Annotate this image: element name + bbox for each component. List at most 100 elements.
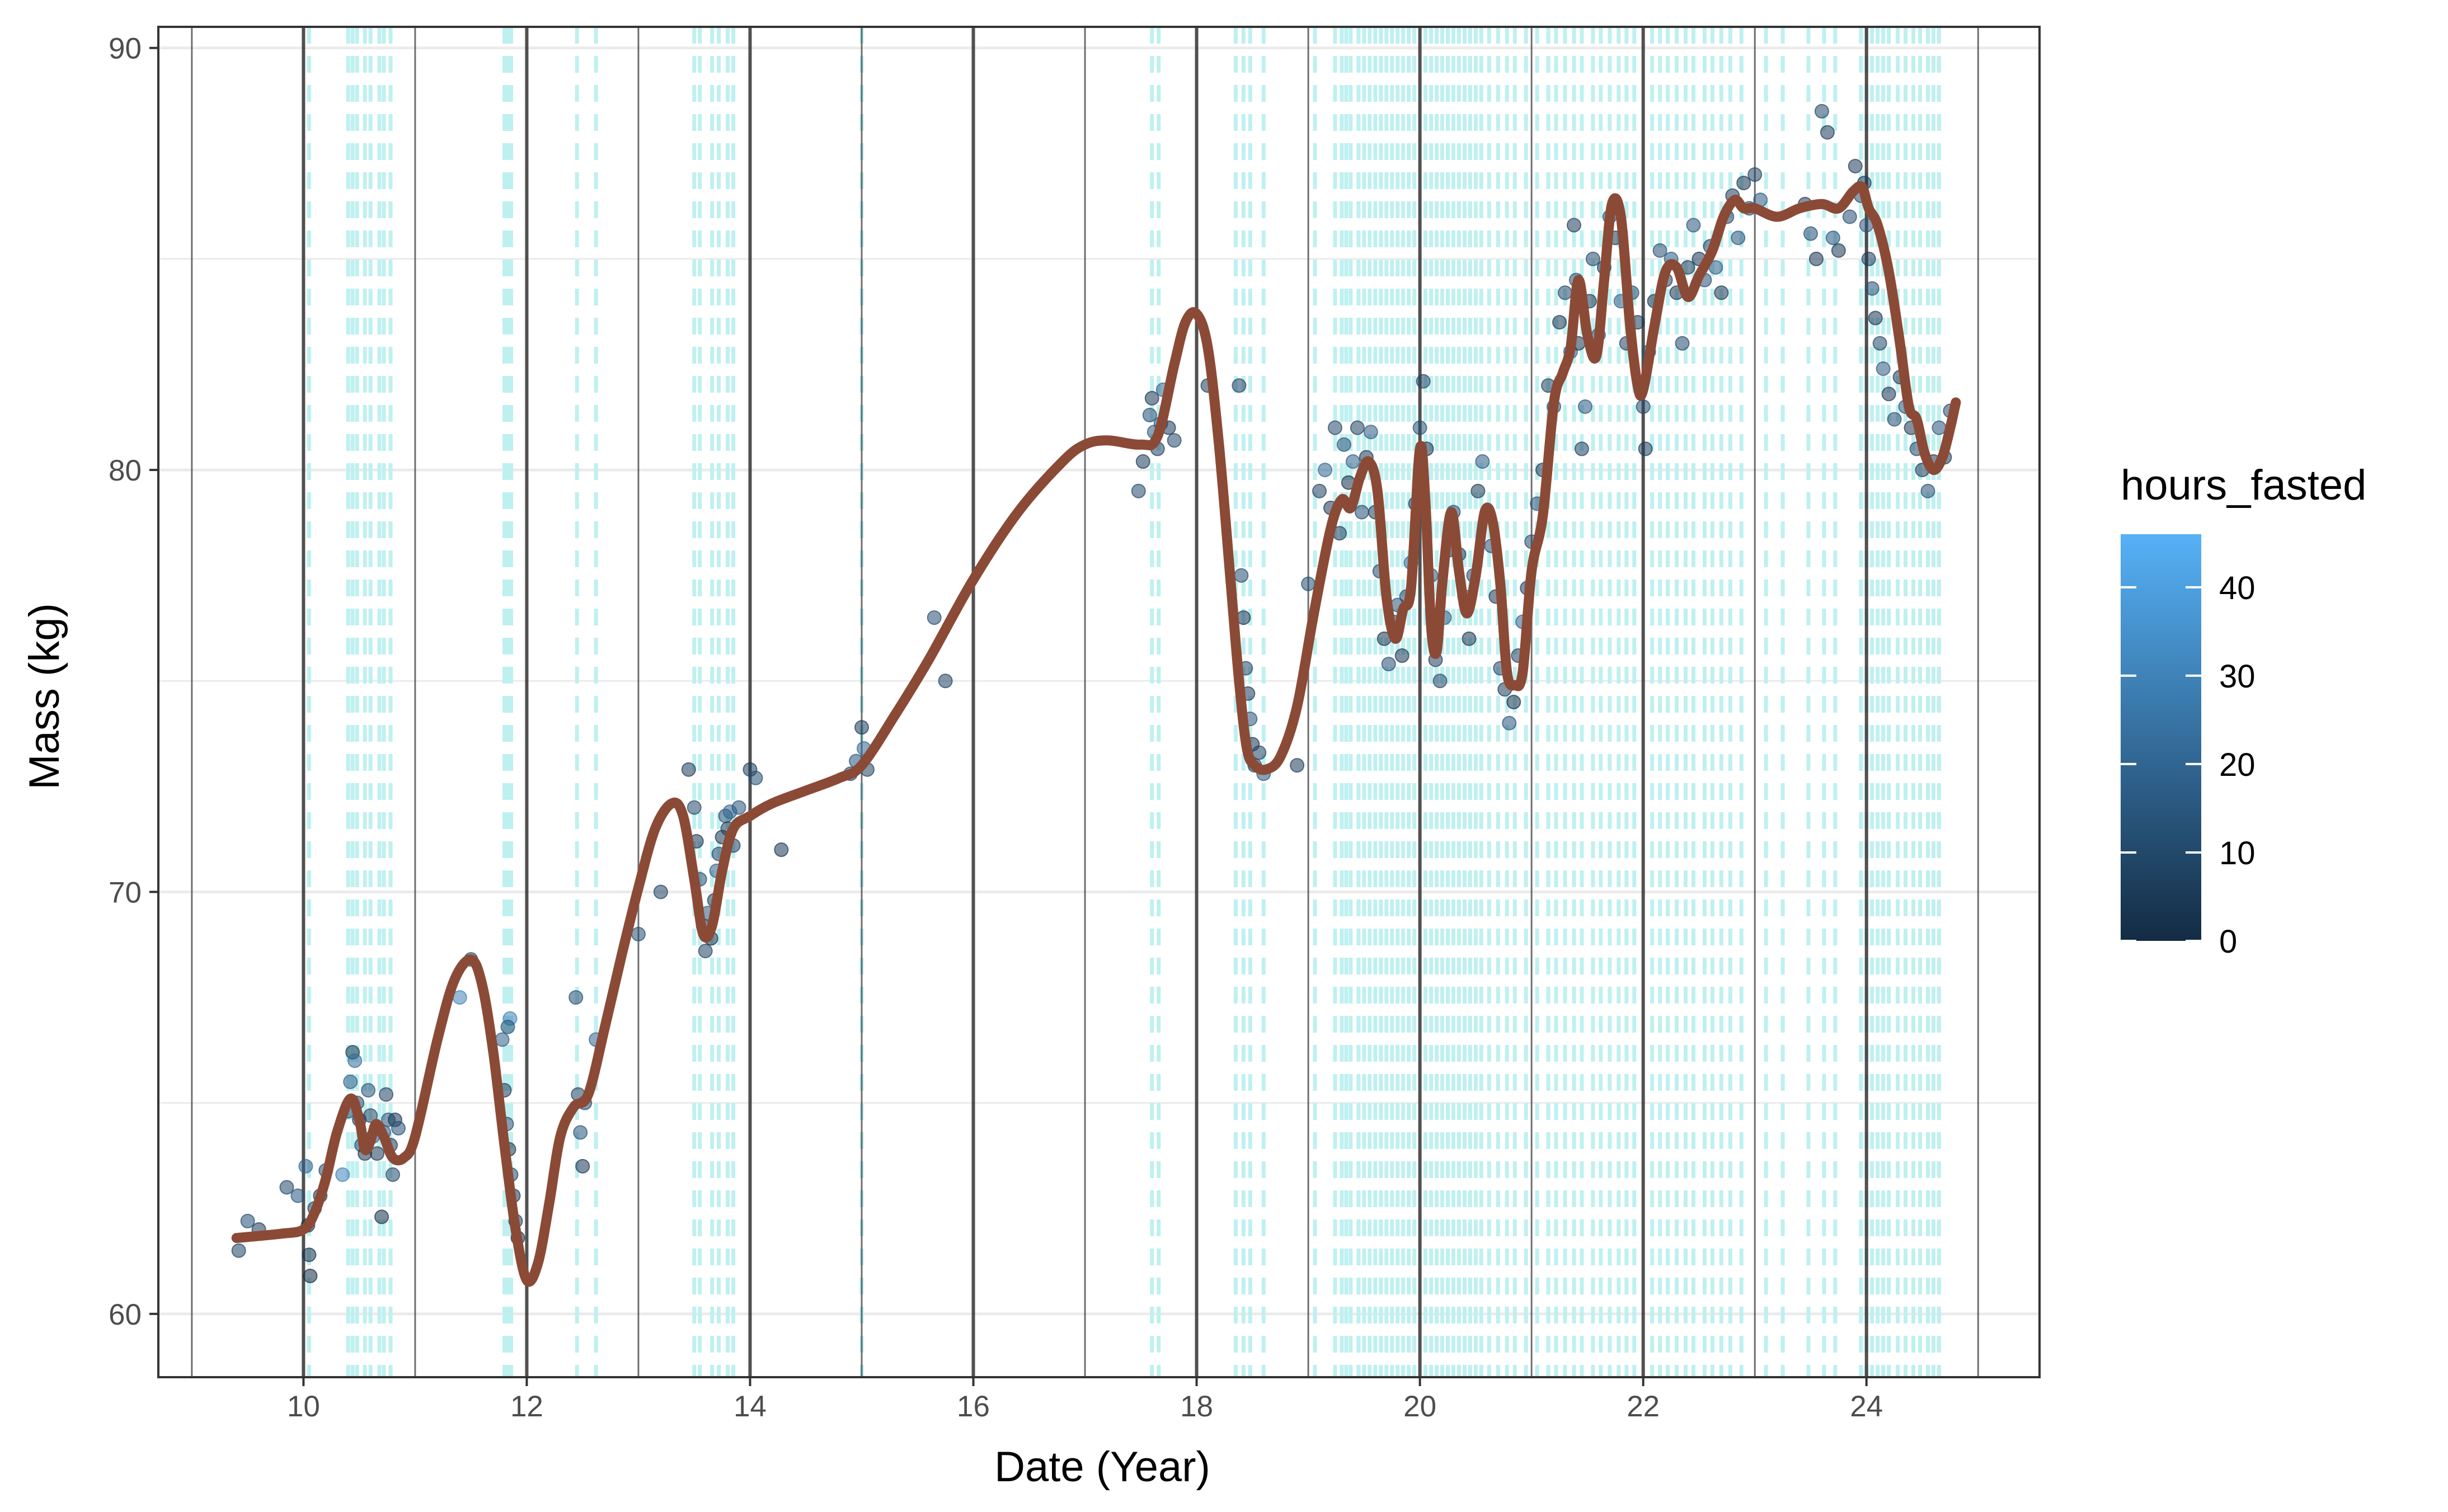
y-tick-label: 70 [109, 876, 142, 909]
data-point [1144, 390, 1159, 406]
data-point [1232, 378, 1247, 393]
legend: hours_fasted 0 10 20 30 40 [2121, 461, 2366, 960]
data-point [854, 720, 870, 735]
data-point [1932, 420, 1947, 435]
x-tick-label: 18 [1180, 1390, 1213, 1423]
data-point [1167, 433, 1182, 448]
data-point [1636, 399, 1651, 414]
y-tick-label: 90 [109, 32, 142, 65]
data-point [279, 1180, 294, 1195]
data-point [1558, 285, 1573, 300]
data-point [927, 610, 942, 625]
y-axis-title: Mass (kg) [21, 603, 68, 790]
data-point [1502, 715, 1517, 731]
legend-tick-label: 30 [2219, 658, 2256, 695]
data-point [1290, 758, 1305, 773]
data-point [347, 1053, 363, 1068]
legend-title: hours_fasted [2121, 461, 2366, 509]
data-point [343, 1074, 358, 1089]
data-point [1381, 657, 1396, 672]
legend-tick-label: 40 [2219, 570, 2256, 606]
x-tick-label: 16 [957, 1390, 990, 1423]
legend-tick-label: 0 [2219, 924, 2237, 960]
data-point [1585, 251, 1600, 266]
data-point [1820, 125, 1835, 140]
data-point [1714, 285, 1729, 300]
data-point [1345, 454, 1360, 469]
data-point [687, 800, 702, 815]
data-point [1814, 103, 1829, 119]
data-point [361, 1083, 376, 1098]
legend-colorbar [2121, 534, 2201, 941]
data-point [631, 926, 646, 941]
y-tick-label: 80 [109, 454, 142, 487]
data-point [575, 1158, 590, 1174]
data-point [1887, 412, 1902, 427]
data-point [1416, 374, 1431, 389]
data-point [1577, 399, 1592, 414]
data-point [1470, 483, 1486, 498]
data-point [1432, 673, 1448, 689]
data-point [681, 762, 696, 777]
data-point [1574, 441, 1589, 456]
data-point [1475, 454, 1490, 469]
data-point [1747, 167, 1763, 182]
x-tick-label: 24 [1850, 1390, 1883, 1423]
data-point [374, 1209, 389, 1224]
data-point [240, 1213, 255, 1228]
data-point [1861, 251, 1876, 266]
data-point [1552, 315, 1567, 330]
data-point [1312, 483, 1327, 498]
smooth-line [231, 181, 1961, 1287]
data-point [1864, 281, 1880, 296]
data-point [290, 1188, 306, 1203]
data-point [1686, 218, 1701, 233]
data-point [731, 800, 746, 815]
data-point [938, 673, 953, 689]
data-point [1736, 176, 1751, 191]
data-point [1881, 387, 1896, 402]
data-point [1301, 576, 1316, 591]
y-axis: 60 70 80 90 [109, 32, 158, 1331]
data-point [1868, 310, 1883, 326]
data-point [1652, 243, 1667, 258]
data-point [573, 1125, 588, 1140]
data-point [1876, 361, 1891, 376]
x-axis: 10 12 14 16 18 20 22 24 [287, 1377, 1883, 1423]
data-point [495, 1032, 510, 1047]
data-point [1831, 243, 1846, 258]
legend-ticks: 0 10 20 30 40 [2121, 570, 2256, 960]
data-point [1142, 408, 1157, 423]
data-point [370, 1146, 385, 1161]
data-point [1920, 483, 1935, 498]
data-point [1350, 420, 1365, 435]
x-tick-label: 10 [287, 1390, 320, 1423]
data-point [1135, 454, 1150, 469]
y-tick-label: 60 [109, 1298, 142, 1331]
data-point [1131, 483, 1146, 498]
data-point [1638, 441, 1653, 456]
data-point [298, 1158, 313, 1174]
x-tick-label: 20 [1403, 1390, 1436, 1423]
data-point [1803, 226, 1818, 241]
legend-tick-label: 10 [2219, 835, 2256, 872]
data-point [1462, 631, 1477, 646]
data-point [1354, 505, 1369, 520]
data-point [391, 1120, 406, 1136]
data-point [748, 770, 763, 785]
x-tick-label: 14 [734, 1390, 767, 1423]
data-point [1363, 425, 1378, 440]
data-point [303, 1268, 318, 1283]
data-point [1808, 251, 1824, 266]
data-point [653, 884, 668, 899]
x-axis-title: Date (Year) [994, 1443, 1210, 1491]
legend-tick-label: 20 [2219, 747, 2256, 783]
data-point [1234, 568, 1249, 583]
x-tick-label: 12 [510, 1390, 543, 1423]
data-point [1394, 648, 1409, 663]
data-point [379, 1087, 394, 1102]
data-point [1872, 336, 1887, 351]
data-point [1252, 745, 1267, 760]
